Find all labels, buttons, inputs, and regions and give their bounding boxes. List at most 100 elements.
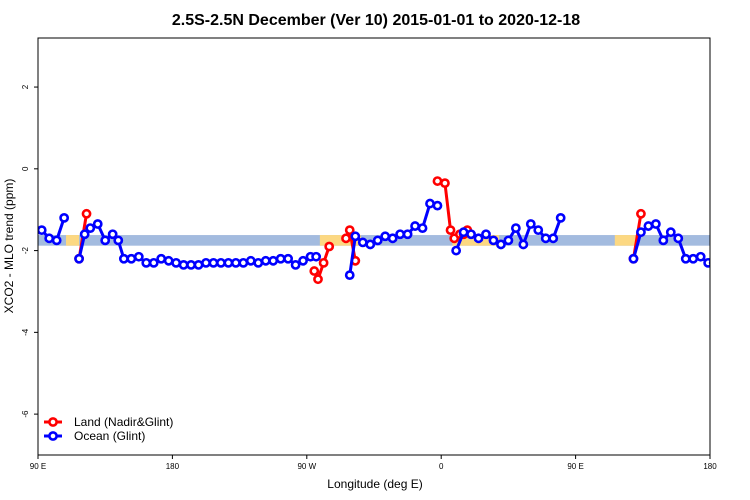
legend-marker: [48, 431, 58, 441]
data-point: [163, 255, 174, 266]
data-point: [245, 255, 256, 266]
data-point: [171, 257, 182, 268]
y-tick-label: -6: [21, 410, 30, 418]
data-point: [548, 233, 559, 244]
data-point: [148, 257, 159, 268]
data-point: [44, 233, 55, 244]
data-point: [673, 233, 684, 244]
data-point: [260, 255, 271, 266]
data-point: [74, 253, 84, 264]
data-point: [372, 235, 383, 246]
x-tick-label: 180: [166, 462, 180, 471]
y-tick-label: 0: [21, 166, 30, 171]
data-point: [395, 229, 406, 240]
data-point: [410, 221, 420, 231]
data-point: [344, 270, 355, 281]
data-point: [458, 227, 469, 238]
data-point: [298, 255, 308, 266]
data-point: [141, 257, 152, 268]
data-point: [81, 208, 92, 219]
data-point: [223, 257, 234, 268]
data-point: [417, 223, 428, 234]
data-point: [473, 233, 484, 244]
data-point: [92, 219, 103, 229]
data-point: [208, 257, 219, 268]
data-point: [643, 221, 654, 231]
plot-frame: [37, 37, 711, 456]
land-band-segment: [614, 235, 636, 246]
data-point: [100, 235, 111, 246]
x-tick-label: 180: [703, 462, 717, 471]
data-point: [357, 237, 368, 248]
data-point: [533, 225, 544, 236]
data-point: [186, 259, 196, 270]
data-point: [59, 212, 70, 223]
data-point: [324, 241, 335, 252]
data-point: [451, 245, 462, 256]
data-point: [156, 253, 167, 264]
data-point: [703, 257, 710, 268]
data-point: [510, 223, 521, 234]
data-point: [481, 229, 491, 240]
data-point: [201, 257, 211, 268]
x-tick-label: 0: [439, 462, 444, 471]
data-point: [636, 227, 646, 238]
legend: Land (Nadir&Glint)Ocean (Glint): [44, 415, 173, 443]
legend-label: Land (Nadir&Glint): [74, 415, 173, 429]
data-point: [496, 239, 506, 250]
data-point: [488, 235, 499, 246]
data-point: [85, 223, 96, 234]
data-point: [445, 225, 456, 236]
data-point: [290, 259, 301, 270]
data-point: [718, 255, 725, 262]
data-point: [518, 239, 529, 250]
data-point: [387, 233, 398, 244]
data-point: [38, 225, 47, 236]
data-point: [318, 257, 329, 268]
data-point: [216, 257, 226, 268]
data-point: [253, 257, 264, 268]
y-tick-label: -2: [21, 246, 30, 254]
x-tick-label: 90 E: [567, 462, 583, 471]
legend-marker: [48, 417, 58, 427]
y-axis-label: XCO2 - MLO trend (ppm): [2, 179, 16, 314]
data-point: [107, 229, 118, 240]
data-point: [230, 257, 241, 268]
y-tick-label: -4: [21, 328, 30, 336]
data-point: [503, 235, 514, 246]
data-point: [665, 227, 676, 238]
data-point: [628, 253, 639, 264]
data-point: [466, 229, 476, 240]
data-point: [126, 253, 137, 264]
data-point: [432, 176, 443, 186]
data-point: [344, 225, 355, 236]
series-land: [74, 176, 646, 285]
data-point: [350, 231, 361, 242]
data-point: [309, 266, 320, 276]
y-tick-label: 2: [21, 84, 30, 89]
data-point: [525, 219, 536, 229]
data-point: [268, 255, 279, 266]
data-point: [133, 251, 144, 262]
data-point: [313, 274, 323, 285]
series-ocean: [38, 198, 725, 281]
chart-title: 2.5S-2.5N December (Ver 10) 2015-01-01 t…: [172, 12, 580, 29]
data-point: [636, 208, 646, 219]
data-point: [432, 200, 443, 211]
data-point: [118, 253, 129, 264]
data-point: [51, 235, 62, 246]
x-tick-label: 90 E: [30, 462, 46, 471]
data-point: [658, 235, 669, 246]
data-point: [238, 257, 249, 268]
data-point: [311, 251, 322, 262]
data-point: [425, 198, 435, 209]
data-point: [695, 251, 706, 262]
data-point: [341, 233, 351, 244]
data-point: [680, 253, 691, 264]
data-point: [79, 229, 90, 240]
data-point: [365, 239, 376, 250]
land-band-segment: [319, 235, 361, 246]
data-point: [708, 259, 710, 267]
data-point: [113, 235, 124, 246]
